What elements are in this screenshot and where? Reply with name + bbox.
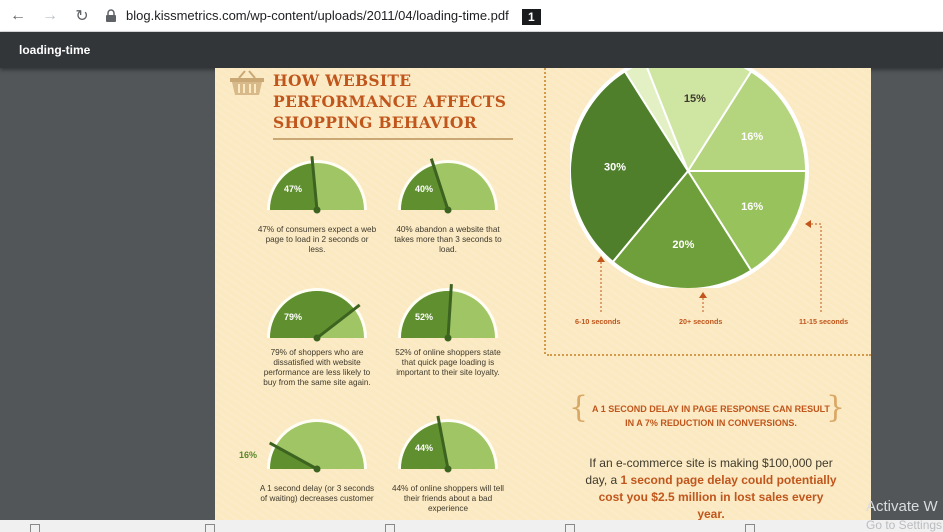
- gauge-fill: [270, 163, 317, 210]
- activation-watermark-settings: Go to Settings: [866, 518, 943, 532]
- taskbar-icon[interactable]: [745, 524, 755, 532]
- title-line-2: PERFORMANCE AFFECTS: [273, 92, 507, 111]
- left-brace-icon: {: [569, 390, 589, 425]
- arrow-up-icon: [699, 292, 707, 312]
- page-indicator: 1 / 1: [522, 9, 563, 25]
- gauge-52: 52%: [398, 284, 498, 342]
- title-divider: [273, 138, 513, 140]
- pie-slice: [570, 69, 690, 264]
- gauge-caption-79: 79% of shoppers who are dissatisfied wit…: [263, 348, 371, 387]
- forward-arrow-icon[interactable]: →: [42, 6, 58, 24]
- pie-slice-label: 20%: [672, 239, 694, 251]
- gauge-needle: [436, 415, 450, 470]
- pie-slice: [686, 69, 808, 172]
- gauge-value-16: 16%: [239, 450, 258, 460]
- arrow-up-icon: [597, 256, 605, 312]
- horizontal-dotted-divider: [547, 354, 871, 356]
- load-time-pie-chart: 15% 16% 16% 20% 30%: [570, 68, 809, 288]
- gauge-value-label: 47%: [284, 184, 302, 194]
- gauge-pivot: [444, 334, 452, 342]
- pdf-toolbar: loading-time: [0, 32, 943, 68]
- gauge-fill: [270, 291, 355, 338]
- total-pages: 1: [556, 10, 563, 24]
- gauge-needle: [310, 156, 319, 211]
- pdf-document-title: loading-time: [19, 43, 91, 57]
- gauge-79: 79%: [267, 288, 367, 342]
- gauge-needle: [268, 441, 318, 471]
- revenue-loss-text-bold: 1 second page delay could potentially co…: [598, 473, 837, 520]
- page-separator: /: [546, 10, 551, 24]
- shopping-basket-icon: [230, 70, 264, 95]
- gauge-pivot: [313, 206, 321, 214]
- url-text: blog.kissmetrics.com/wp-content/uploads/…: [126, 8, 509, 23]
- reload-icon[interactable]: ↻: [75, 7, 89, 25]
- gauge-caption-16: A 1 second delay (or 3 seconds of waitin…: [259, 484, 375, 503]
- pie-slice-label: 15%: [684, 93, 706, 105]
- gauge-pivot: [313, 334, 321, 342]
- vertical-dotted-divider: [544, 68, 546, 354]
- current-page-input[interactable]: 1: [522, 9, 541, 25]
- gauge-caption-44: 44% of online shoppers will tell their f…: [392, 484, 504, 513]
- pie-axis-label-6-10: 6-10 seconds: [575, 317, 621, 326]
- pie-slice-label: 16%: [741, 201, 763, 213]
- activation-watermark: Activate W: [866, 498, 938, 515]
- pie-slice-label: 30%: [604, 161, 626, 173]
- pie-slice: [686, 170, 808, 273]
- right-brace-icon: }: [826, 390, 846, 425]
- gauge-caption-52: 52% of online shoppers state that quick …: [395, 348, 501, 377]
- gauge-value-label: 44%: [415, 443, 433, 453]
- gauge-caption-47: 47% of consumers expect a web page to lo…: [257, 225, 377, 254]
- revenue-loss-text: If an e-commerce site is making $100,000…: [585, 455, 837, 520]
- gauge-needle: [446, 284, 453, 339]
- pie-slice: [646, 68, 753, 174]
- arrow-left-icon: [805, 220, 822, 312]
- gauge-value-label: 40%: [415, 184, 433, 194]
- gauge-value-label: 79%: [284, 312, 302, 322]
- gauge-16: [267, 419, 367, 473]
- conversion-callout: A 1 SECOND DELAY IN PAGE RESPONSE CAN RE…: [592, 404, 830, 428]
- url-field[interactable]: blog.kissmetrics.com/wp-content/uploads/…: [104, 4, 509, 28]
- gauge-fill: [401, 422, 448, 469]
- gauge-44: 44%: [398, 415, 498, 473]
- gauge-pivot: [444, 206, 452, 214]
- taskbar-icon[interactable]: [30, 524, 40, 532]
- revenue-loss-text-plain: If an e-commerce site is making $100,000…: [585, 456, 833, 487]
- pie-axis-label-11-15: 11-15 seconds: [799, 317, 849, 326]
- gauge-needle: [429, 158, 450, 211]
- gauge-fill: [401, 291, 451, 338]
- lock-icon: [106, 8, 116, 22]
- gauge-needle: [316, 303, 361, 340]
- gauge-47: 47%: [267, 156, 367, 214]
- taskbar: [0, 520, 943, 532]
- pie-slice: [611, 169, 753, 288]
- title-line-1: HOW WEBSITE: [273, 71, 412, 90]
- infographic-title: HOW WEBSITE PERFORMANCE AFFECTS SHOPPING…: [273, 70, 506, 133]
- gauge-pivot: [313, 465, 321, 473]
- pie-slice-label: 16%: [741, 131, 763, 143]
- gauge-value-label: 52%: [415, 312, 433, 322]
- back-arrow-icon[interactable]: ←: [10, 6, 26, 24]
- gauge-pivot: [444, 465, 452, 473]
- pie-axis-label-20-plus: 20+ seconds: [679, 317, 723, 326]
- gauge-caption-40: 40% abandon a website that takes more th…: [394, 225, 502, 254]
- taskbar-icon[interactable]: [205, 524, 215, 532]
- taskbar-icon[interactable]: [565, 524, 575, 532]
- browser-address-bar: ← → ↻ blog.kissmetrics.com/wp-content/up…: [0, 0, 943, 32]
- pdf-page: HOW WEBSITE PERFORMANCE AFFECTS SHOPPING…: [215, 68, 871, 520]
- title-line-3: SHOPPING BEHAVIOR: [273, 113, 477, 132]
- taskbar-icon[interactable]: [385, 524, 395, 532]
- gauge-40: 40%: [398, 158, 498, 214]
